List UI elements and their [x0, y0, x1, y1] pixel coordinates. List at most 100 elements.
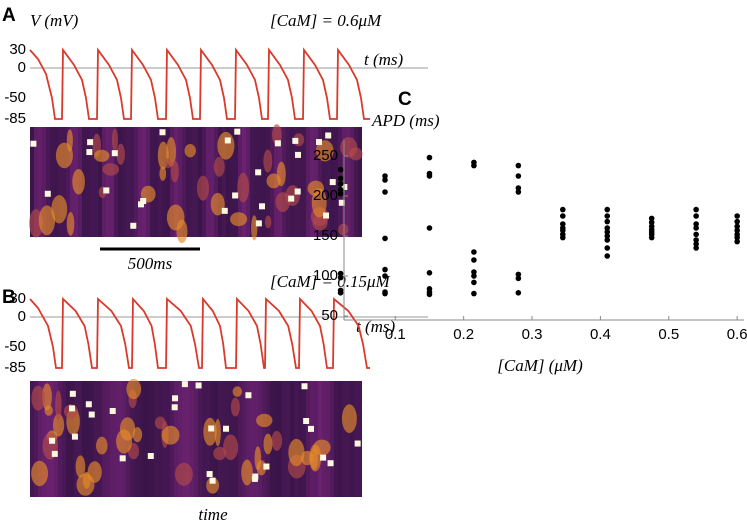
scatter-point: [734, 227, 740, 234]
heatmap-cell: [146, 127, 150, 237]
heatmap-spot: [171, 404, 178, 411]
heatmap-cell: [54, 127, 58, 237]
heatmap-blob: [102, 163, 120, 176]
heatmap-blob: [230, 397, 240, 417]
heatmap-spot: [223, 425, 230, 432]
heatmap-cell: [154, 127, 158, 237]
y-tick-label: 30: [9, 290, 26, 307]
heatmap-blob: [213, 446, 227, 461]
heatmap-cell: [114, 127, 118, 237]
heatmap-cell: [42, 127, 46, 237]
heatmap-cell: [194, 127, 198, 237]
heatmap-cell: [130, 381, 134, 497]
heatmap-spot: [68, 405, 75, 412]
heatmap-blob: [210, 192, 225, 216]
annotation: [CaM] = 0.15μM: [270, 272, 390, 291]
scatter-point: [515, 275, 522, 282]
scatter-point: [604, 233, 611, 239]
heatmap-spot: [86, 149, 93, 156]
heatmap-blob: [223, 434, 239, 461]
heatmap-cell: [58, 127, 62, 237]
scatter-point: [337, 186, 344, 193]
heatmap-cell: [118, 127, 122, 237]
heatmap-cell: [294, 127, 298, 237]
heatmap-cell: [310, 381, 314, 497]
heatmap-cell: [222, 127, 226, 237]
heatmap-blob: [55, 390, 62, 421]
heatmap-spot: [103, 187, 110, 194]
heatmap-spot: [109, 407, 116, 414]
heatmap-blob: [184, 144, 196, 158]
heatmap-cell: [90, 381, 94, 497]
heatmap-cell: [110, 127, 114, 237]
scatter-point: [693, 241, 699, 247]
scatter-point: [693, 237, 699, 243]
heatmap-spot: [172, 395, 179, 402]
heatmap-spot: [206, 471, 213, 478]
scatter-point: [604, 237, 611, 243]
heatmap-blob: [241, 459, 253, 486]
heatmap-blob: [161, 425, 180, 445]
scatter-point: [560, 227, 566, 234]
heatmap-cell: [106, 127, 110, 237]
heatmap-cell: [290, 381, 294, 497]
heatmap-cell: [154, 381, 158, 497]
heatmap-blob: [38, 205, 56, 236]
scatter-point: [337, 190, 344, 197]
heatmap-cell: [78, 381, 82, 497]
scatter-point: [604, 218, 611, 225]
scatter-point: [471, 273, 477, 279]
heatmap-spot: [259, 203, 266, 210]
heatmap-blob: [263, 149, 273, 173]
heatmap-blob: [72, 169, 85, 195]
heatmap-spot: [71, 433, 78, 440]
y-tick-label: 0: [18, 308, 26, 325]
heatmap-spot: [294, 188, 301, 195]
heatmap-cell: [202, 381, 206, 497]
heatmap-cell: [254, 381, 258, 497]
heatmap-blob: [119, 417, 136, 441]
heatmap-blob: [217, 131, 235, 160]
heatmap-blob: [316, 140, 334, 162]
heatmap-cell: [126, 127, 130, 237]
heatmap-blob: [31, 460, 49, 487]
heatmap-cell: [230, 127, 234, 237]
heatmap-cell: [250, 127, 254, 237]
heatmap-blob: [313, 439, 331, 456]
heatmap-blob: [251, 215, 258, 241]
y-tick-label: 30: [9, 41, 26, 58]
scatter-point: [382, 235, 388, 242]
heatmap-spot: [137, 201, 144, 208]
heatmap-cell: [94, 381, 98, 497]
heatmap-cell: [210, 127, 214, 237]
scatter-point: [604, 229, 611, 235]
heatmap-blob: [66, 212, 75, 236]
heatmap-cell: [306, 127, 310, 237]
scatter-point: [515, 271, 522, 278]
heatmap: [30, 378, 362, 497]
heatmap-blob: [340, 137, 358, 158]
scatter-point: [426, 270, 433, 276]
y-tick-label: -50: [4, 338, 26, 355]
heatmap-cell: [258, 127, 262, 237]
heatmap-blob: [254, 446, 262, 471]
y-tick-label: -50: [4, 89, 26, 106]
heatmap-cell: [146, 381, 150, 497]
heatmap-cell: [350, 127, 354, 237]
heatmap-cell: [282, 381, 286, 497]
heatmap-blob: [341, 404, 357, 434]
heatmap-cell: [326, 127, 330, 237]
scatter-point: [604, 206, 611, 213]
heatmap-spot: [274, 140, 281, 147]
scatter-point: [604, 253, 611, 259]
heatmap-spot: [338, 199, 345, 206]
y-tick-label: 150: [313, 227, 338, 244]
heatmap-cell: [30, 127, 34, 237]
scatter-point: [648, 234, 655, 241]
scatter-point: [693, 221, 699, 227]
scatter-point: [382, 189, 388, 195]
heatmap-spot: [327, 460, 334, 467]
heatmap-blob: [52, 413, 65, 437]
heatmap-spot: [87, 139, 94, 146]
